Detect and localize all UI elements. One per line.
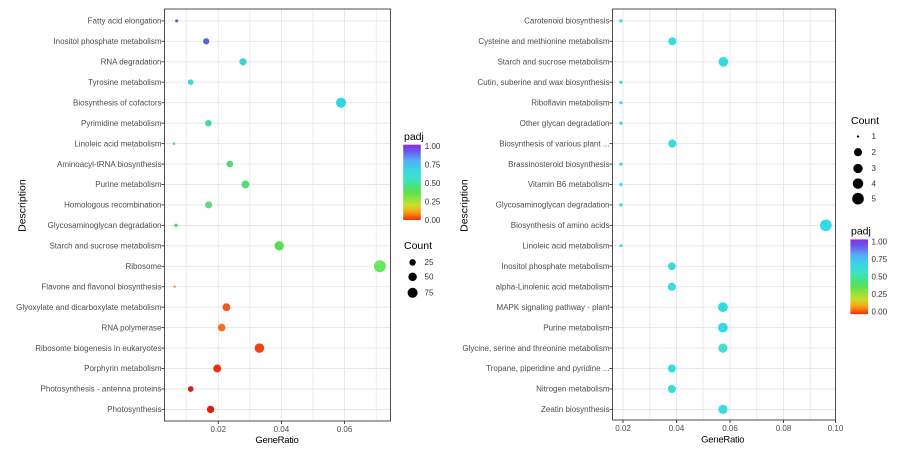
svg-text:Photosynthesis: Photosynthesis xyxy=(107,405,161,414)
svg-text:Biosynthesis of various plant: Biosynthesis of various plant ... xyxy=(499,139,609,148)
svg-text:1: 1 xyxy=(872,132,877,141)
svg-text:Linoleic acid metabolism: Linoleic acid metabolism xyxy=(522,242,609,251)
svg-text:0.75: 0.75 xyxy=(872,255,888,264)
svg-text:0.00: 0.00 xyxy=(425,216,441,225)
svg-text:padj: padj xyxy=(851,226,871,238)
svg-text:Glycosaminoglycan degradation: Glycosaminoglycan degradation xyxy=(48,221,162,230)
svg-text:0.04: 0.04 xyxy=(274,425,290,434)
svg-text:Count: Count xyxy=(404,240,432,252)
svg-text:1.00: 1.00 xyxy=(872,237,888,246)
svg-text:Ribosome biogenesis in eukaryo: Ribosome biogenesis in eukaryotes xyxy=(35,344,161,353)
svg-text:Photosynthesis - antenna prote: Photosynthesis - antenna proteins xyxy=(41,385,162,394)
svg-text:75: 75 xyxy=(425,289,434,298)
svg-text:0.50: 0.50 xyxy=(425,179,441,188)
svg-text:Ribosome: Ribosome xyxy=(125,262,162,271)
svg-text:Carotenoid biosynthesis: Carotenoid biosynthesis xyxy=(524,17,609,26)
svg-text:1.00: 1.00 xyxy=(425,142,441,151)
svg-text:Glycine, serine and threonine: Glycine, serine and threonine metabolism xyxy=(462,344,610,353)
svg-text:Brassinosteroid biosynthesis: Brassinosteroid biosynthesis xyxy=(508,160,609,169)
svg-text:0.04: 0.04 xyxy=(669,424,685,433)
svg-text:50: 50 xyxy=(425,273,434,282)
svg-text:Zeatin biosynthesis: Zeatin biosynthesis xyxy=(541,405,609,414)
svg-text:Cutin, suberine and wax biosyn: Cutin, suberine and wax biosynthesis xyxy=(477,78,609,87)
svg-text:5: 5 xyxy=(872,194,877,203)
svg-text:Nitrogen metabolism: Nitrogen metabolism xyxy=(536,385,610,394)
svg-text:alpha-Linolenic acid metabolis: alpha-Linolenic acid metabolism xyxy=(496,282,610,291)
svg-text:3: 3 xyxy=(872,164,877,173)
svg-text:0.75: 0.75 xyxy=(425,161,441,170)
svg-text:Inositol phosphate metabolism: Inositol phosphate metabolism xyxy=(53,37,161,46)
svg-text:Porphyrin metabolism: Porphyrin metabolism xyxy=(84,364,162,373)
svg-text:0.25: 0.25 xyxy=(872,290,888,299)
svg-text:GeneRatio: GeneRatio xyxy=(255,435,298,446)
svg-text:Purine metabolism: Purine metabolism xyxy=(543,323,610,332)
svg-text:Tyrosine metabolism: Tyrosine metabolism xyxy=(88,78,162,87)
svg-text:Description: Description xyxy=(17,179,29,232)
svg-text:Cysteine and methionine metabo: Cysteine and methionine metabolism xyxy=(478,37,610,46)
svg-text:25: 25 xyxy=(425,258,434,267)
svg-text:0.06: 0.06 xyxy=(337,425,353,434)
svg-text:0.00: 0.00 xyxy=(872,308,888,317)
svg-text:4: 4 xyxy=(872,179,877,188)
svg-text:Starch and sucrose metabolism: Starch and sucrose metabolism xyxy=(497,58,609,67)
svg-text:RNA degradation: RNA degradation xyxy=(101,58,162,67)
svg-text:0.08: 0.08 xyxy=(776,424,792,433)
svg-text:Flavone and flavonol biosynthe: Flavone and flavonol biosynthesis xyxy=(41,282,161,291)
svg-text:Glycosaminoglycan degradation: Glycosaminoglycan degradation xyxy=(496,201,610,210)
svg-text:2: 2 xyxy=(872,148,877,157)
svg-text:Description: Description xyxy=(459,179,471,232)
svg-text:0.25: 0.25 xyxy=(425,198,441,207)
svg-text:Biosynthesis of cofactors: Biosynthesis of cofactors xyxy=(73,98,161,107)
svg-text:RNA polymerase: RNA polymerase xyxy=(101,323,162,332)
svg-text:Homologous recombination: Homologous recombination xyxy=(64,201,161,210)
svg-text:Riboflavin metabolism: Riboflavin metabolism xyxy=(531,98,610,107)
svg-text:Glyoxylate and dicarboxylate m: Glyoxylate and dicarboxylate metabolism xyxy=(16,303,162,312)
svg-text:Fatty acid elongation: Fatty acid elongation xyxy=(88,17,162,26)
svg-text:MAPK signaling pathway - plant: MAPK signaling pathway - plant xyxy=(497,303,611,312)
svg-text:0.02: 0.02 xyxy=(615,424,631,433)
svg-text:Biosynthesis of amino acids: Biosynthesis of amino acids xyxy=(511,221,610,230)
svg-text:padj: padj xyxy=(404,131,424,143)
svg-text:Vitamin B6 metabolism: Vitamin B6 metabolism xyxy=(528,180,610,189)
svg-text:Pyrimidine metabolism: Pyrimidine metabolism xyxy=(81,119,162,128)
svg-text:0.02: 0.02 xyxy=(211,425,227,434)
svg-text:Purine metabolism: Purine metabolism xyxy=(95,180,162,189)
svg-text:Linoleic acid metabolism: Linoleic acid metabolism xyxy=(74,139,161,148)
svg-text:Aminoacyl-tRNA biosynthesis: Aminoacyl-tRNA biosynthesis xyxy=(57,160,161,169)
svg-text:0.10: 0.10 xyxy=(828,424,844,433)
svg-text:Starch and sucrose metabolism: Starch and sucrose metabolism xyxy=(49,242,161,251)
svg-text:Other glycan degradation: Other glycan degradation xyxy=(520,119,610,128)
svg-text:GeneRatio: GeneRatio xyxy=(701,435,744,446)
svg-text:0.50: 0.50 xyxy=(872,273,888,282)
svg-text:0.06: 0.06 xyxy=(722,424,738,433)
svg-text:Tropane, piperidine and pyridi: Tropane, piperidine and pyridine ... xyxy=(486,364,609,373)
svg-text:Count: Count xyxy=(851,115,879,127)
svg-text:Inositol phosphate metabolism: Inositol phosphate metabolism xyxy=(501,262,609,271)
